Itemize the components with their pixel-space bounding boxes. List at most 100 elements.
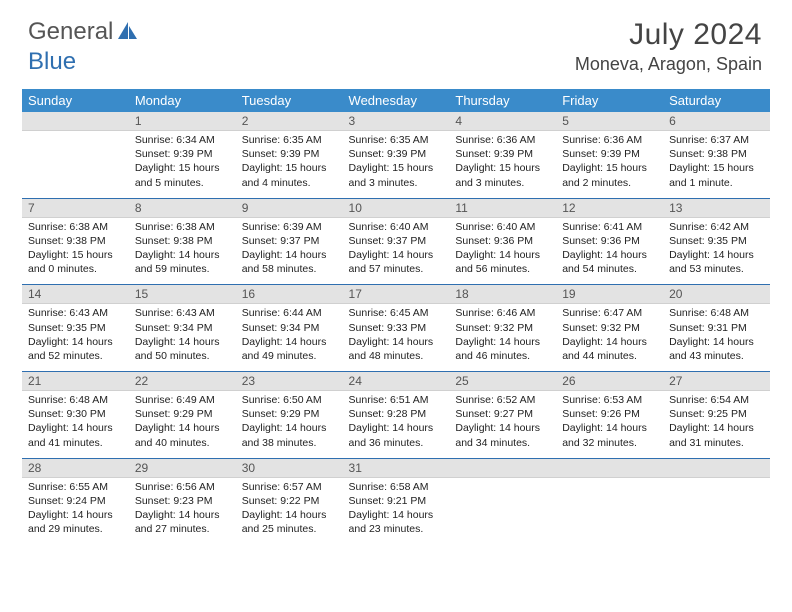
daylight-text: Daylight: 14 hours and 52 minutes.	[28, 335, 123, 363]
logo-text-2: Blue	[28, 48, 76, 76]
day-number: 23	[236, 372, 343, 391]
sunrise-text: Sunrise: 6:58 AM	[349, 480, 444, 494]
sunrise-text: Sunrise: 6:41 AM	[562, 220, 657, 234]
sunset-text: Sunset: 9:39 PM	[562, 147, 657, 161]
daylight-text: Daylight: 14 hours and 23 minutes.	[349, 508, 444, 536]
day-body: Sunrise: 6:47 AMSunset: 9:32 PMDaylight:…	[556, 304, 663, 371]
day-body: Sunrise: 6:36 AMSunset: 9:39 PMDaylight:…	[449, 131, 556, 198]
calendar-day-cell: 25Sunrise: 6:52 AMSunset: 9:27 PMDayligh…	[449, 372, 556, 459]
day-body	[22, 131, 129, 187]
day-number: 14	[22, 285, 129, 304]
calendar-table: SundayMondayTuesdayWednesdayThursdayFrid…	[22, 89, 770, 544]
daylight-text: Daylight: 14 hours and 32 minutes.	[562, 421, 657, 449]
sunset-text: Sunset: 9:39 PM	[135, 147, 230, 161]
sunrise-text: Sunrise: 6:47 AM	[562, 306, 657, 320]
daylight-text: Daylight: 14 hours and 59 minutes.	[135, 248, 230, 276]
daylight-text: Daylight: 14 hours and 53 minutes.	[669, 248, 764, 276]
header: General July 2024 Moneva, Aragon, Spain	[0, 0, 792, 81]
calendar-day-cell	[556, 458, 663, 544]
day-number: 29	[129, 459, 236, 478]
daylight-text: Daylight: 14 hours and 50 minutes.	[135, 335, 230, 363]
daylight-text: Daylight: 14 hours and 38 minutes.	[242, 421, 337, 449]
sunrise-text: Sunrise: 6:46 AM	[455, 306, 550, 320]
sunrise-text: Sunrise: 6:38 AM	[28, 220, 123, 234]
daylight-text: Daylight: 15 hours and 1 minute.	[669, 161, 764, 189]
calendar-week-row: 21Sunrise: 6:48 AMSunset: 9:30 PMDayligh…	[22, 372, 770, 459]
calendar-day-cell: 12Sunrise: 6:41 AMSunset: 9:36 PMDayligh…	[556, 198, 663, 285]
calendar-day-cell	[663, 458, 770, 544]
sunset-text: Sunset: 9:31 PM	[669, 321, 764, 335]
calendar-week-row: 28Sunrise: 6:55 AMSunset: 9:24 PMDayligh…	[22, 458, 770, 544]
daylight-text: Daylight: 15 hours and 4 minutes.	[242, 161, 337, 189]
sunset-text: Sunset: 9:38 PM	[135, 234, 230, 248]
calendar-day-cell: 14Sunrise: 6:43 AMSunset: 9:35 PMDayligh…	[22, 285, 129, 372]
logo-sail-icon	[117, 20, 139, 40]
weekday-header: Tuesday	[236, 89, 343, 112]
calendar-day-cell: 13Sunrise: 6:42 AMSunset: 9:35 PMDayligh…	[663, 198, 770, 285]
daylight-text: Daylight: 15 hours and 5 minutes.	[135, 161, 230, 189]
logo: General	[28, 18, 141, 46]
day-body: Sunrise: 6:57 AMSunset: 9:22 PMDaylight:…	[236, 478, 343, 545]
day-number: 17	[343, 285, 450, 304]
sunset-text: Sunset: 9:36 PM	[562, 234, 657, 248]
sunrise-text: Sunrise: 6:52 AM	[455, 393, 550, 407]
day-number: 2	[236, 112, 343, 131]
calendar-header-row: SundayMondayTuesdayWednesdayThursdayFrid…	[22, 89, 770, 112]
day-body: Sunrise: 6:39 AMSunset: 9:37 PMDaylight:…	[236, 218, 343, 285]
sunrise-text: Sunrise: 6:35 AM	[242, 133, 337, 147]
day-number: 5	[556, 112, 663, 131]
sunset-text: Sunset: 9:39 PM	[349, 147, 444, 161]
weekday-header: Saturday	[663, 89, 770, 112]
day-body: Sunrise: 6:36 AMSunset: 9:39 PMDaylight:…	[556, 131, 663, 198]
daylight-text: Daylight: 14 hours and 46 minutes.	[455, 335, 550, 363]
day-number	[556, 459, 663, 478]
sunrise-text: Sunrise: 6:44 AM	[242, 306, 337, 320]
daylight-text: Daylight: 14 hours and 56 minutes.	[455, 248, 550, 276]
day-number: 20	[663, 285, 770, 304]
calendar-day-cell: 27Sunrise: 6:54 AMSunset: 9:25 PMDayligh…	[663, 372, 770, 459]
sunrise-text: Sunrise: 6:37 AM	[669, 133, 764, 147]
day-number: 15	[129, 285, 236, 304]
day-number: 7	[22, 199, 129, 218]
sunset-text: Sunset: 9:32 PM	[562, 321, 657, 335]
sunset-text: Sunset: 9:26 PM	[562, 407, 657, 421]
calendar-day-cell: 19Sunrise: 6:47 AMSunset: 9:32 PMDayligh…	[556, 285, 663, 372]
daylight-text: Daylight: 14 hours and 25 minutes.	[242, 508, 337, 536]
daylight-text: Daylight: 14 hours and 27 minutes.	[135, 508, 230, 536]
day-number: 25	[449, 372, 556, 391]
calendar-day-cell: 20Sunrise: 6:48 AMSunset: 9:31 PMDayligh…	[663, 285, 770, 372]
day-number: 16	[236, 285, 343, 304]
day-number: 9	[236, 199, 343, 218]
day-number: 28	[22, 459, 129, 478]
sunrise-text: Sunrise: 6:54 AM	[669, 393, 764, 407]
sunrise-text: Sunrise: 6:36 AM	[562, 133, 657, 147]
sunrise-text: Sunrise: 6:42 AM	[669, 220, 764, 234]
calendar-day-cell: 24Sunrise: 6:51 AMSunset: 9:28 PMDayligh…	[343, 372, 450, 459]
calendar-day-cell: 2Sunrise: 6:35 AMSunset: 9:39 PMDaylight…	[236, 112, 343, 198]
day-body: Sunrise: 6:53 AMSunset: 9:26 PMDaylight:…	[556, 391, 663, 458]
sunset-text: Sunset: 9:34 PM	[242, 321, 337, 335]
sunrise-text: Sunrise: 6:40 AM	[455, 220, 550, 234]
calendar-day-cell: 30Sunrise: 6:57 AMSunset: 9:22 PMDayligh…	[236, 458, 343, 544]
sunset-text: Sunset: 9:38 PM	[669, 147, 764, 161]
day-number: 18	[449, 285, 556, 304]
daylight-text: Daylight: 14 hours and 40 minutes.	[135, 421, 230, 449]
day-body: Sunrise: 6:48 AMSunset: 9:30 PMDaylight:…	[22, 391, 129, 458]
day-body	[556, 478, 663, 534]
sunset-text: Sunset: 9:38 PM	[28, 234, 123, 248]
day-number: 24	[343, 372, 450, 391]
day-body: Sunrise: 6:38 AMSunset: 9:38 PMDaylight:…	[129, 218, 236, 285]
calendar-day-cell: 7Sunrise: 6:38 AMSunset: 9:38 PMDaylight…	[22, 198, 129, 285]
day-body: Sunrise: 6:45 AMSunset: 9:33 PMDaylight:…	[343, 304, 450, 371]
day-number: 6	[663, 112, 770, 131]
calendar-day-cell: 17Sunrise: 6:45 AMSunset: 9:33 PMDayligh…	[343, 285, 450, 372]
day-body: Sunrise: 6:35 AMSunset: 9:39 PMDaylight:…	[343, 131, 450, 198]
day-number: 21	[22, 372, 129, 391]
daylight-text: Daylight: 14 hours and 44 minutes.	[562, 335, 657, 363]
day-body: Sunrise: 6:50 AMSunset: 9:29 PMDaylight:…	[236, 391, 343, 458]
day-body	[449, 478, 556, 534]
title-block: July 2024 Moneva, Aragon, Spain	[575, 18, 762, 75]
weekday-header: Sunday	[22, 89, 129, 112]
calendar-day-cell: 3Sunrise: 6:35 AMSunset: 9:39 PMDaylight…	[343, 112, 450, 198]
sunset-text: Sunset: 9:36 PM	[455, 234, 550, 248]
